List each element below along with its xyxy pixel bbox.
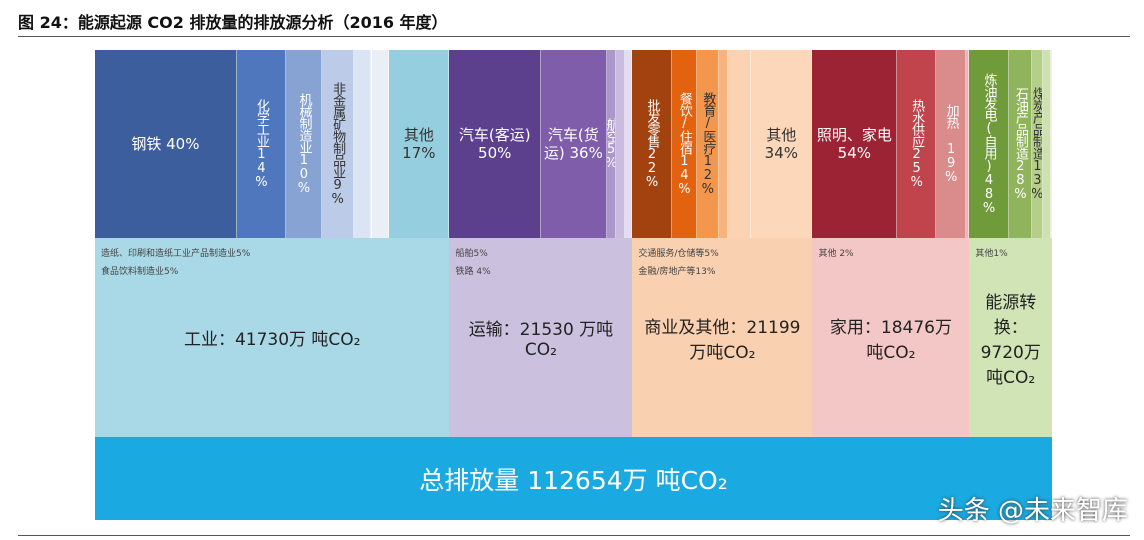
sub-segment — [966, 50, 970, 238]
callout: 食品饮料制造业5% — [101, 267, 179, 277]
sub-segment: 汽车(货运) 36% — [540, 50, 607, 238]
sector-band: 商业及其他：21199万吨CO₂ — [632, 238, 813, 437]
sub-segment — [727, 50, 752, 238]
watermark: 头条 @未来智库 — [937, 496, 1128, 526]
sub-segment: 非金属矿物制品业9% — [321, 50, 354, 238]
sub-segment — [615, 50, 626, 238]
sub-segment: 照明、家电 54% — [812, 50, 898, 238]
sub-segment: 炼油发电(自用)48% — [969, 50, 1010, 238]
sector-band: 家用：18476万 吨CO₂ — [812, 238, 970, 437]
callout: 其他 2% — [818, 249, 854, 259]
sector-band: 能源转换：9720万吨CO₂ — [969, 238, 1052, 437]
rule — [18, 36, 1130, 37]
sub-segment: 餐饮/住宿14% — [672, 50, 698, 238]
total-bar: 总排放量 112654万 吨CO₂ — [95, 437, 1052, 520]
sub-segment: 加热 19% — [936, 50, 967, 238]
sub-segment: 煤炭产品制造13% — [1032, 50, 1043, 238]
sub-segment — [353, 50, 372, 238]
sub-segment: 批发零售22% — [632, 50, 672, 238]
rule — [18, 535, 1130, 536]
sub-segment: 热水供应25% — [897, 50, 937, 238]
sub-segment — [718, 50, 728, 238]
sub-segment — [371, 50, 390, 238]
sub-segment: 教育/医疗12% — [697, 50, 719, 238]
title: 图 24：能源起源 CO2 排放量的排放源分析（2016 年度） — [18, 13, 448, 32]
sub-segment: 机械制造业10% — [286, 50, 322, 238]
sub-segment: 石油产品制造28% — [1009, 50, 1033, 238]
callout: 船舶5% — [455, 249, 488, 259]
sub-segment: 汽车(客运) 50% — [449, 50, 541, 238]
sub-segment: 化学工业14% — [236, 50, 287, 238]
sub-segment: 钢铁 40% — [95, 50, 237, 238]
callout: 造纸、印刷和造纸工业产品制造业5% — [101, 249, 251, 259]
sub-segment — [1051, 50, 1053, 238]
sector-band: 工业：41730万 吨CO₂ — [95, 238, 450, 437]
callout: 其他1% — [975, 249, 1008, 259]
callout: 金融/房地产等13% — [638, 267, 716, 277]
callout: 交通服务/仓储等5% — [638, 249, 719, 259]
callout: 铁路 4% — [455, 267, 491, 277]
sub-segment: 其他 17% — [389, 50, 450, 238]
sector-band: 运输：21530 万吨CO₂ — [449, 238, 633, 437]
sub-segment: 其他 34% — [751, 50, 813, 238]
sub-segment — [1042, 50, 1052, 238]
sub-segment: 航空5% — [606, 50, 616, 238]
sub-segment — [625, 50, 633, 238]
